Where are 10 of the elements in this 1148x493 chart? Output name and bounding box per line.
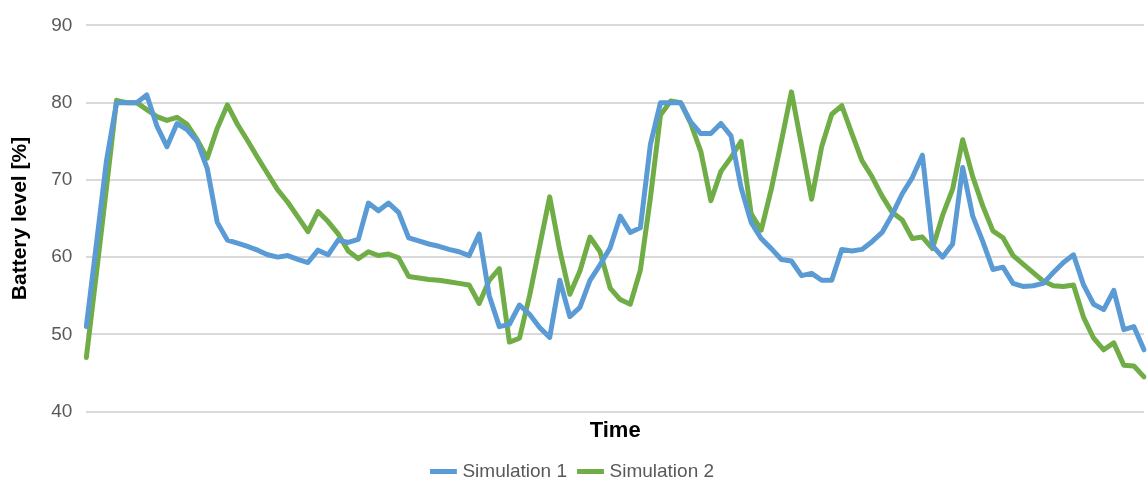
- y-tick-label: 50: [51, 322, 73, 344]
- legend-label: Simulation 2: [609, 459, 715, 481]
- y-tick-label: 70: [51, 168, 73, 190]
- y-tick-label: 80: [51, 90, 73, 112]
- y-axis-title: Battery level [%]: [7, 136, 31, 301]
- x-axis-title: Time: [589, 416, 641, 442]
- y-tick-label: 90: [51, 13, 73, 35]
- y-tick-label: 60: [51, 245, 73, 267]
- legend-label: Simulation 1: [462, 459, 568, 481]
- y-tick-label: 40: [51, 399, 73, 421]
